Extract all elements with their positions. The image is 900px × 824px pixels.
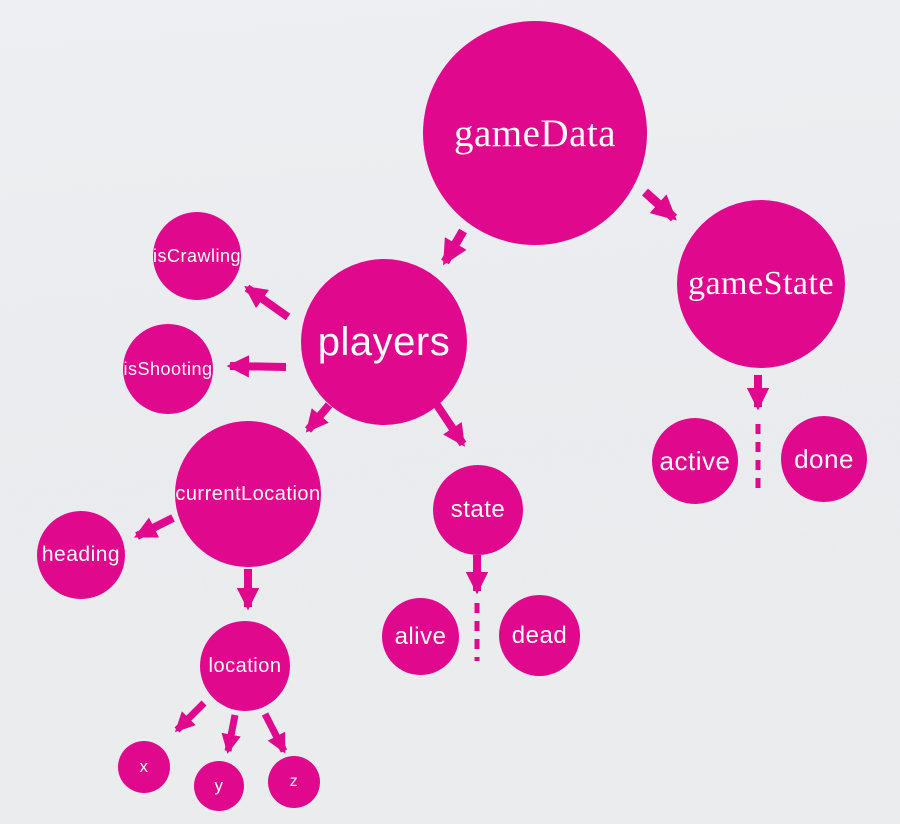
node-heading: heading — [37, 511, 125, 599]
node-y: y — [194, 761, 244, 811]
node-alive: alive — [382, 598, 459, 675]
edge-location-x — [174, 700, 207, 733]
node-iscrawling: isCrawling — [153, 212, 241, 300]
node-state: state — [433, 465, 523, 555]
edge-gamedata-players — [441, 228, 467, 266]
node-x: x — [118, 741, 170, 793]
node-gamestate: gameState — [677, 200, 845, 368]
edge-players-iscrawling — [244, 284, 291, 321]
node-z: z — [268, 756, 320, 808]
edge-gamedata-gamestate — [641, 188, 678, 222]
edge-currentlocation-heading — [133, 514, 175, 540]
node-done: done — [781, 416, 867, 502]
node-location: location — [200, 621, 290, 711]
edge-players-currentlocation — [304, 402, 333, 433]
edge-players-isshooting — [226, 355, 287, 378]
node-players: players — [301, 259, 467, 425]
edge-location-z — [261, 712, 288, 754]
edge-location-y — [221, 714, 241, 754]
node-gamedata: gameData — [423, 21, 647, 245]
edge-players-state — [433, 402, 467, 447]
node-currentlocation: currentLocation — [175, 421, 321, 567]
node-dead: dead — [499, 595, 580, 676]
node-active: active — [652, 418, 738, 504]
node-isshooting: isShooting — [123, 324, 213, 414]
